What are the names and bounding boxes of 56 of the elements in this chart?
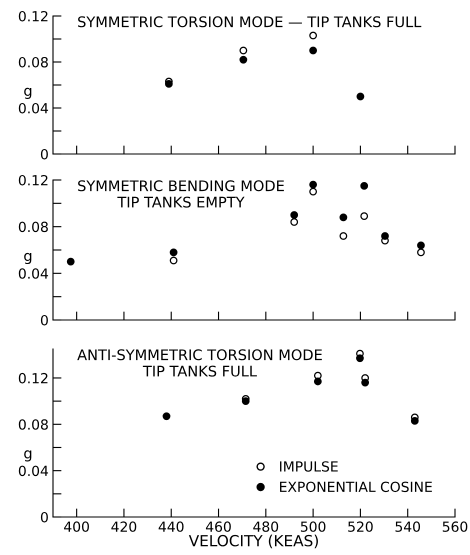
y-axis-title: g (24, 450, 32, 462)
point (360, 212, 368, 220)
point (361, 378, 370, 386)
point (314, 378, 322, 386)
point (356, 92, 364, 100)
y-axis-title: g (24, 88, 32, 99)
y-tick-label: 0 (40, 512, 48, 522)
point (239, 56, 248, 64)
chart-title: SYMMETRIC BENDING MODE TIP TANKS EMPTY (78, 180, 284, 208)
x-tick-label: 500 (300, 521, 326, 532)
y-tick-label: 0.12 (18, 10, 48, 22)
point (417, 248, 425, 256)
x-tick-label: 560 (442, 521, 468, 532)
x-tick-label: 480 (253, 521, 278, 532)
x-tick-label: 440 (158, 521, 184, 532)
point (164, 80, 173, 88)
x-tick-label: 400 (64, 521, 89, 532)
y-tick-label: 0.08 (18, 56, 48, 68)
y-tick-label: 0.04 (18, 102, 48, 114)
x-axis-title: VELOCITY (KEAS) (188, 534, 318, 548)
point (162, 412, 170, 420)
point (242, 397, 250, 406)
point (356, 354, 364, 362)
y-tick-label: 0.12 (18, 174, 48, 186)
point (381, 232, 389, 240)
point (290, 218, 298, 226)
point (66, 258, 75, 266)
point (309, 32, 317, 40)
y-tick-label: 0 (40, 148, 48, 160)
chart-title: SYMMETRIC TORSION MODE — TIP TANKS FULL (78, 16, 422, 28)
point (309, 188, 317, 196)
point (309, 180, 317, 189)
point (410, 416, 419, 425)
y-tick-label: 0.04 (18, 466, 48, 476)
point (340, 232, 348, 240)
legend-label: IMPULSE (280, 461, 338, 472)
y-tick-label: 0.04 (18, 268, 48, 279)
point (290, 211, 298, 219)
y-axis-title: g (24, 252, 32, 264)
point (340, 213, 348, 222)
y-tick-label: 0.12 (18, 372, 48, 384)
x-tick-label: 420 (111, 521, 136, 532)
x-tick-label: 460 (206, 521, 231, 532)
y-tick-label: 0.08 (18, 222, 48, 232)
point (170, 256, 178, 264)
point (170, 248, 178, 256)
y-tick-label: 0.08 (18, 419, 48, 430)
point (360, 182, 368, 190)
legend-label: EXPONENTIAL COSINE (280, 482, 432, 492)
point (239, 46, 248, 54)
x-tick-label: 520 (348, 521, 373, 532)
y-tick-label: 0 (40, 314, 48, 326)
point (309, 46, 317, 54)
point (417, 241, 425, 250)
x-tick-label: 540 (396, 521, 420, 532)
chart-title: ANTI-SYMMETRIC TORSION MODE TIP TANKS FULL (77, 349, 322, 377)
